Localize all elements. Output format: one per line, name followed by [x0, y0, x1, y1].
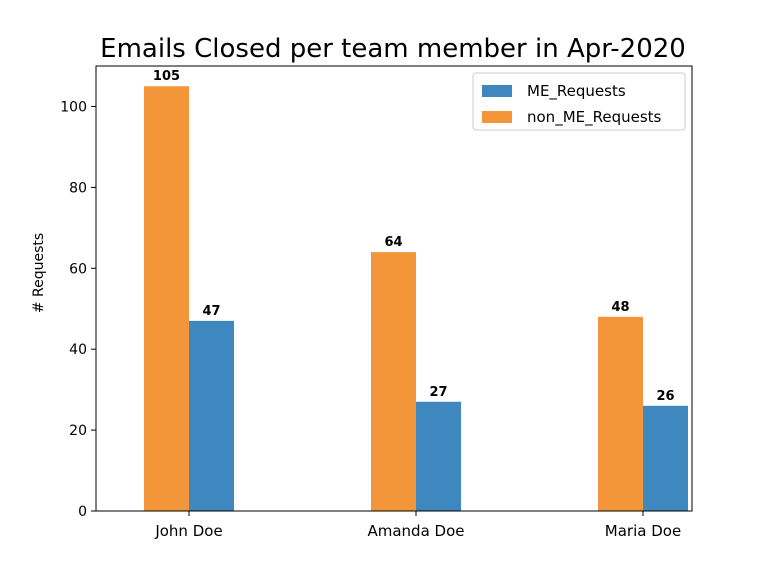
legend-swatch — [482, 85, 512, 97]
bar-non_ME_Requests-1 — [371, 252, 416, 511]
legend-box — [472, 72, 686, 131]
y-tick-label: 100 — [60, 99, 87, 115]
bar-ME_Requests-0 — [189, 320, 234, 511]
y-tick-label: 80 — [69, 180, 87, 196]
x-tick-label: John Doe — [154, 522, 222, 540]
y-tick-label: 40 — [69, 342, 87, 358]
legend-swatch — [482, 111, 512, 123]
data-label: 27 — [429, 385, 447, 400]
bar-ME_Requests-1 — [416, 401, 461, 511]
legend: ME_Requests non_ME_Requests — [472, 72, 686, 131]
y-tick-label: 20 — [69, 423, 87, 439]
legend-label: non_ME_Requests — [527, 108, 662, 127]
x-tick-label: Amanda Doe — [367, 522, 464, 540]
y-tick-label: 0 — [78, 504, 87, 520]
y-tick-label: 60 — [69, 261, 87, 277]
bar-non_ME_Requests-0 — [144, 86, 189, 512]
bar-ME_Requests-2 — [643, 405, 688, 511]
data-label: 26 — [656, 389, 674, 404]
data-label: 105 — [153, 69, 180, 84]
data-label: 47 — [202, 304, 220, 319]
data-label: 64 — [384, 235, 402, 250]
axes-frame — [95, 65, 693, 512]
chart-title: Emails Closed per team member in Apr-202… — [100, 34, 686, 64]
y-axis-label: # Requests — [31, 233, 47, 313]
legend-label: ME_Requests — [527, 82, 626, 101]
data-label: 48 — [611, 300, 629, 315]
x-tick-label: Maria Doe — [605, 522, 681, 540]
plot-area: 105 47 64 27 48 26 0 20 40 60 80 100 John Doe Amanda … — [60, 65, 693, 540]
bar-non_ME_Requests-2 — [598, 316, 643, 511]
